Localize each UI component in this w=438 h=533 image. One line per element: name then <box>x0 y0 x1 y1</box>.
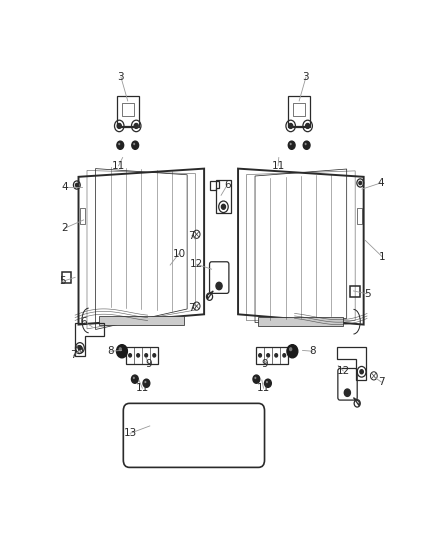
Text: 11: 11 <box>272 161 285 171</box>
Text: 12: 12 <box>337 366 350 376</box>
Circle shape <box>288 141 295 149</box>
Circle shape <box>283 354 286 357</box>
Circle shape <box>119 347 122 351</box>
Bar <box>122 103 134 116</box>
Circle shape <box>306 124 310 128</box>
Circle shape <box>133 143 135 145</box>
Text: 5: 5 <box>364 289 371 299</box>
Circle shape <box>287 345 298 358</box>
Circle shape <box>216 282 222 290</box>
Circle shape <box>222 204 226 209</box>
Bar <box>216 180 230 213</box>
Circle shape <box>129 354 131 357</box>
Bar <box>62 272 71 283</box>
Text: 13: 13 <box>124 429 137 438</box>
Text: 5: 5 <box>59 277 66 286</box>
Bar <box>117 96 139 126</box>
Bar <box>126 347 158 364</box>
Circle shape <box>266 381 268 383</box>
Circle shape <box>303 141 310 149</box>
Circle shape <box>259 354 261 357</box>
Circle shape <box>289 124 293 128</box>
Text: 4: 4 <box>61 182 67 192</box>
Text: 7: 7 <box>70 350 77 360</box>
Bar <box>288 96 310 126</box>
Bar <box>80 207 85 224</box>
Bar <box>357 207 362 224</box>
Circle shape <box>267 354 269 357</box>
Circle shape <box>254 377 256 379</box>
Text: 3: 3 <box>303 72 309 82</box>
Text: 7: 7 <box>378 377 385 387</box>
Circle shape <box>134 124 138 128</box>
Circle shape <box>78 346 81 350</box>
Circle shape <box>145 354 148 357</box>
Text: 11: 11 <box>112 161 125 171</box>
Circle shape <box>289 347 292 351</box>
Circle shape <box>75 183 78 187</box>
Circle shape <box>344 389 350 397</box>
Circle shape <box>145 381 146 383</box>
Circle shape <box>253 375 260 383</box>
Text: 11: 11 <box>257 383 270 393</box>
Text: 8: 8 <box>107 346 114 356</box>
Circle shape <box>137 354 139 357</box>
Circle shape <box>118 143 120 145</box>
Circle shape <box>304 143 307 145</box>
Text: 7: 7 <box>189 303 195 313</box>
Circle shape <box>275 354 278 357</box>
Circle shape <box>117 141 124 149</box>
Bar <box>99 316 184 325</box>
Text: 9: 9 <box>146 359 152 368</box>
Text: 2: 2 <box>62 223 68 233</box>
Text: 10: 10 <box>173 248 186 259</box>
Text: 4: 4 <box>377 178 384 188</box>
Text: 1: 1 <box>379 252 385 262</box>
Circle shape <box>131 375 138 383</box>
Bar <box>293 103 305 116</box>
Circle shape <box>153 354 155 357</box>
Circle shape <box>360 370 363 374</box>
Text: 12: 12 <box>190 259 203 269</box>
Text: 6: 6 <box>224 180 230 190</box>
Circle shape <box>132 141 138 149</box>
Circle shape <box>143 379 150 387</box>
Text: 9: 9 <box>261 359 268 368</box>
Circle shape <box>265 379 271 387</box>
Bar <box>350 286 360 297</box>
Bar <box>258 317 343 326</box>
Circle shape <box>133 377 135 379</box>
Text: 11: 11 <box>136 383 149 393</box>
Text: 6: 6 <box>80 317 87 327</box>
Bar <box>256 347 288 364</box>
Text: 7: 7 <box>189 230 195 240</box>
Circle shape <box>117 345 127 358</box>
Circle shape <box>290 143 292 145</box>
Circle shape <box>359 181 362 184</box>
Text: 8: 8 <box>309 346 316 356</box>
Text: 3: 3 <box>118 72 124 82</box>
Circle shape <box>117 124 121 128</box>
